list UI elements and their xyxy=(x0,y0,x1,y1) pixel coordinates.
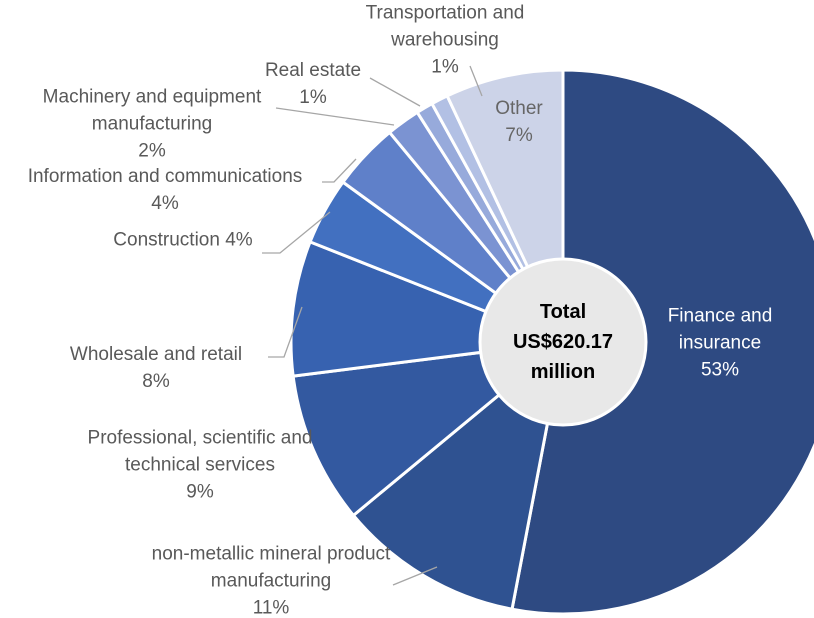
slice-label: Professional, scientific and technical s… xyxy=(65,425,335,506)
value-label: 2% xyxy=(138,140,166,162)
slice-label: Machinery and equipment manufacturing 2% xyxy=(22,84,282,165)
category-name: Machinery and equipment manufacturing xyxy=(42,86,262,135)
slice-label: Transportation and warehousing 1% xyxy=(345,0,545,81)
slice-label: Real estate 1% xyxy=(253,57,373,111)
value-label: 7% xyxy=(505,125,533,146)
value-label: 9% xyxy=(186,481,214,503)
slice xyxy=(510,68,814,616)
slice-label: Other 7% xyxy=(484,95,554,149)
slice-label: Wholesale and retail 8% xyxy=(36,341,276,395)
leader-line xyxy=(392,566,438,586)
value-label: 1% xyxy=(431,56,459,78)
value-label: 8% xyxy=(142,371,170,392)
center-label: Total US$620.17 million xyxy=(512,301,614,383)
category-name: Transportation and warehousing xyxy=(365,2,525,51)
leader-line xyxy=(322,158,357,183)
slice-label: Finance and insurance 53% xyxy=(645,303,795,384)
category-name: Wholesale and retail xyxy=(69,344,243,365)
category-name: Finance and insurance xyxy=(667,305,773,354)
value-label: 4% xyxy=(225,229,253,251)
category-name: Information and communications xyxy=(27,166,303,187)
category-name: Professional, scientific and technical s… xyxy=(87,427,313,476)
leader-line xyxy=(469,65,483,97)
value-label: 1% xyxy=(299,87,327,108)
category-name: Other xyxy=(495,98,543,119)
category-name: Real estate xyxy=(264,60,362,81)
slice-label: non-metallic mineral product manufacturi… xyxy=(141,541,401,618)
leader-line xyxy=(369,77,421,107)
category-name: Construction xyxy=(113,229,220,251)
value-label: 11% xyxy=(252,597,290,618)
center-hole xyxy=(478,257,648,427)
slice xyxy=(351,340,565,611)
leader-lines xyxy=(262,65,483,586)
leader-line xyxy=(262,211,331,254)
slice-label: Information and communications 4% xyxy=(5,163,325,217)
value-label: 4% xyxy=(151,193,179,214)
slice-label: Construction 4% xyxy=(83,227,283,254)
leader-line xyxy=(275,107,395,126)
category-name: non-metallic mineral product manufacturi… xyxy=(151,543,391,592)
leader-line xyxy=(268,306,303,358)
value-label: 53% xyxy=(700,359,740,381)
